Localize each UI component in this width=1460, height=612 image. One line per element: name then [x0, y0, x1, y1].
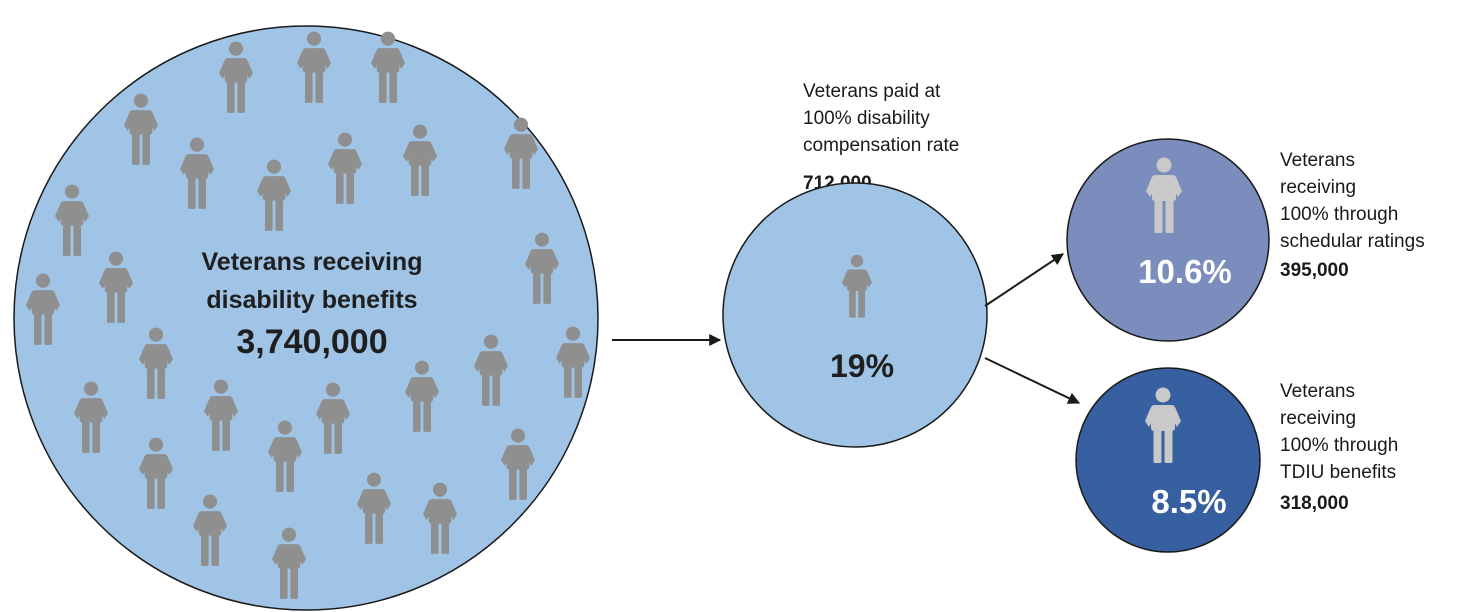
- schedular-percent: 10.6%: [1138, 253, 1232, 290]
- tdiu-label-line2: receiving: [1280, 408, 1356, 429]
- full-rate-label-line1: Veterans paid at: [803, 81, 941, 102]
- full-rate-label-line3: compensation rate: [803, 135, 959, 156]
- schedular-circle: [1066, 138, 1270, 342]
- tdiu-label-line1: Veterans: [1280, 381, 1355, 402]
- arrow-to-schedular: [984, 253, 1064, 307]
- schedular-count: 395,000: [1280, 260, 1349, 281]
- main-count: 3,740,000: [236, 323, 387, 361]
- tdiu-label-line4: TDIU benefits: [1280, 462, 1396, 483]
- schedular-label-line1: Veterans: [1280, 150, 1355, 171]
- full-rate-percent: 19%: [830, 348, 894, 384]
- full-rate-label-line2: 100% disability: [803, 108, 930, 129]
- arrow-to-tdiu: [984, 357, 1081, 404]
- tdiu-label-line3: 100% through: [1280, 435, 1398, 456]
- schedular-label-line4: schedular ratings: [1280, 231, 1425, 252]
- tdiu-count: 318,000: [1280, 493, 1349, 514]
- main-population-circle: [13, 25, 599, 611]
- tdiu-percent: 8.5%: [1151, 483, 1226, 520]
- main-title-line2: disability benefits: [206, 286, 417, 314]
- schedular-label-line2: receiving: [1280, 177, 1356, 198]
- main-title-line1: Veterans receiving: [202, 248, 423, 276]
- schedular-label-line3: 100% through: [1280, 204, 1398, 225]
